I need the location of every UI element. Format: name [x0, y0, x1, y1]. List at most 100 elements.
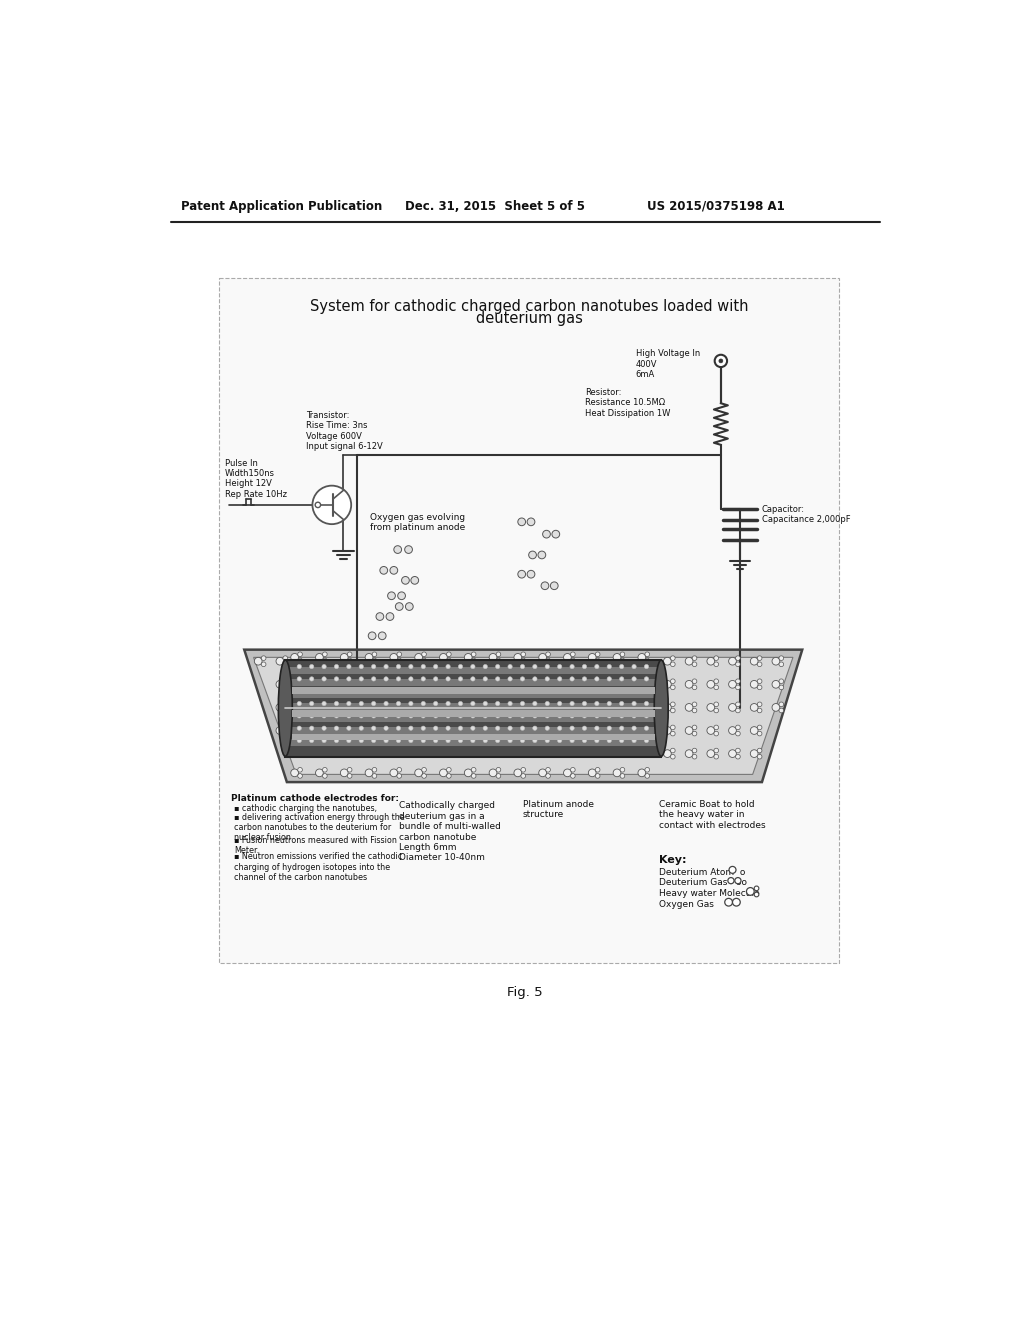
- Circle shape: [532, 664, 537, 669]
- Circle shape: [772, 657, 779, 665]
- Circle shape: [692, 731, 697, 737]
- Circle shape: [298, 652, 302, 656]
- Circle shape: [459, 701, 463, 706]
- Circle shape: [445, 689, 451, 693]
- Circle shape: [644, 677, 648, 681]
- Circle shape: [671, 663, 675, 667]
- Text: Oxygen Gas: Oxygen Gas: [658, 900, 722, 909]
- Circle shape: [671, 755, 675, 759]
- Circle shape: [323, 659, 328, 663]
- Circle shape: [347, 738, 351, 743]
- Circle shape: [323, 652, 328, 656]
- Text: Cathodically charged
deuterium gas in a
bundle of multi-walled
carbon nanotube
L: Cathodically charged deuterium gas in a …: [398, 801, 501, 862]
- Circle shape: [613, 770, 621, 776]
- Circle shape: [283, 708, 288, 713]
- Circle shape: [563, 653, 571, 661]
- Circle shape: [496, 701, 500, 706]
- Circle shape: [620, 701, 624, 706]
- Circle shape: [620, 677, 624, 681]
- Circle shape: [433, 738, 438, 743]
- Circle shape: [388, 591, 395, 599]
- Circle shape: [384, 714, 388, 718]
- Circle shape: [583, 726, 587, 730]
- Circle shape: [359, 714, 364, 718]
- Circle shape: [692, 725, 697, 730]
- Circle shape: [714, 748, 719, 752]
- Circle shape: [395, 603, 403, 610]
- Circle shape: [692, 663, 697, 667]
- Circle shape: [471, 701, 475, 706]
- Circle shape: [557, 714, 562, 718]
- Circle shape: [557, 677, 562, 681]
- Circle shape: [528, 552, 537, 558]
- Circle shape: [483, 738, 487, 743]
- Circle shape: [570, 714, 574, 718]
- Circle shape: [545, 677, 550, 681]
- Circle shape: [671, 702, 675, 706]
- Circle shape: [445, 714, 451, 718]
- Circle shape: [422, 767, 426, 772]
- Text: ▪ delivering activation energy through the
carbon nanotubes to the deuterium for: ▪ delivering activation energy through t…: [234, 813, 404, 842]
- Circle shape: [459, 738, 463, 743]
- Circle shape: [340, 770, 348, 776]
- Circle shape: [421, 738, 425, 743]
- Circle shape: [751, 681, 758, 688]
- Circle shape: [685, 750, 693, 758]
- Circle shape: [671, 656, 675, 660]
- Circle shape: [471, 677, 475, 681]
- Circle shape: [714, 678, 719, 684]
- Circle shape: [309, 714, 313, 718]
- Circle shape: [254, 657, 262, 665]
- Circle shape: [692, 748, 697, 752]
- Circle shape: [347, 767, 352, 772]
- Circle shape: [607, 677, 611, 681]
- Circle shape: [397, 652, 401, 656]
- Circle shape: [532, 677, 537, 681]
- Circle shape: [396, 664, 400, 669]
- Circle shape: [545, 664, 550, 669]
- Circle shape: [729, 750, 736, 758]
- Circle shape: [384, 677, 388, 681]
- Circle shape: [396, 689, 400, 693]
- Circle shape: [309, 701, 313, 706]
- Circle shape: [632, 664, 636, 669]
- Circle shape: [589, 653, 596, 661]
- Circle shape: [322, 677, 327, 681]
- Circle shape: [714, 685, 719, 689]
- Circle shape: [334, 689, 339, 693]
- Circle shape: [446, 652, 452, 656]
- Circle shape: [620, 714, 624, 718]
- Circle shape: [595, 689, 599, 693]
- Circle shape: [570, 659, 575, 663]
- Circle shape: [298, 774, 302, 779]
- Circle shape: [384, 701, 388, 706]
- Circle shape: [421, 714, 425, 718]
- Circle shape: [297, 701, 301, 706]
- Circle shape: [735, 656, 740, 660]
- Circle shape: [464, 653, 472, 661]
- Circle shape: [514, 770, 521, 776]
- Circle shape: [570, 701, 574, 706]
- Circle shape: [632, 726, 636, 730]
- Circle shape: [545, 689, 550, 693]
- Circle shape: [334, 738, 339, 743]
- Circle shape: [422, 652, 426, 656]
- Circle shape: [557, 701, 562, 706]
- Circle shape: [309, 726, 313, 730]
- Circle shape: [347, 659, 352, 663]
- Circle shape: [779, 702, 783, 706]
- Circle shape: [645, 767, 649, 772]
- Circle shape: [595, 677, 599, 681]
- Circle shape: [496, 689, 500, 693]
- Circle shape: [386, 612, 394, 620]
- Circle shape: [527, 517, 535, 525]
- Circle shape: [644, 738, 648, 743]
- Circle shape: [714, 663, 719, 667]
- Circle shape: [396, 677, 400, 681]
- Circle shape: [489, 653, 497, 661]
- Circle shape: [645, 652, 649, 656]
- Text: Ceramic Boat to hold
the heavy water in
contact with electrodes: Ceramic Boat to hold the heavy water in …: [658, 800, 766, 829]
- Circle shape: [751, 704, 758, 711]
- Circle shape: [390, 770, 397, 776]
- Circle shape: [421, 701, 425, 706]
